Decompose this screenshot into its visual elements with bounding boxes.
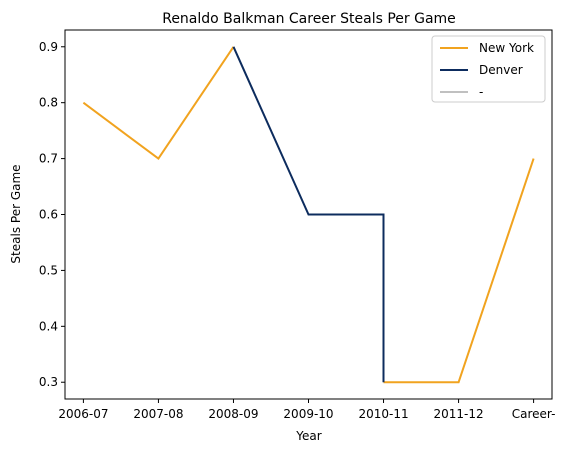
y-tick-label-2: 0.5 <box>39 263 58 277</box>
legend-label-1: Denver <box>479 63 523 77</box>
legend-entries: New York Denver - <box>440 41 534 99</box>
y-tick-label-0: 0.3 <box>39 375 58 389</box>
x-tick-label-5: 2011-12 <box>433 407 483 421</box>
legend: New York Denver - <box>431 35 546 103</box>
y-tick-label-3: 0.6 <box>39 208 58 222</box>
series-line-0-segment-0 <box>82 46 235 161</box>
chart-title: Renaldo Balkman Career Steals Per Game <box>162 11 456 27</box>
series-line-1-segment-0 <box>232 46 385 383</box>
y-tick-label-1: 0.4 <box>39 319 58 333</box>
x-tick-label-0: 2006-07 <box>58 407 108 421</box>
plot-lines <box>82 46 535 384</box>
y-tick-label-4: 0.7 <box>39 152 58 166</box>
x-axis-ticks: 2006-07 2007-08 2008-09 2009-10 2010-11 2011-… <box>58 399 555 421</box>
y-tick-label-6: 0.9 <box>39 40 58 54</box>
y-axis-label: Steals Per Game <box>9 164 23 263</box>
y-tick-label-5: 0.8 <box>39 96 58 110</box>
x-tick-label-4: 2010-11 <box>358 407 408 421</box>
y-axis-ticks: 0.3 0.4 0.5 0.6 0.7 0.8 0.9 <box>39 40 65 389</box>
x-tick-label-1: 2007-08 <box>133 407 183 421</box>
legend-box <box>431 35 546 103</box>
series-line-0-segment-1 <box>383 158 535 384</box>
x-tick-label-2: 2008-09 <box>208 407 258 421</box>
x-tick-label-3: 2009-10 <box>283 407 333 421</box>
legend-label-2: - <box>479 85 483 99</box>
x-tick-label-6: Career- <box>512 407 556 421</box>
legend-label-0: New York <box>479 41 534 55</box>
x-axis-label: Year <box>295 429 321 443</box>
